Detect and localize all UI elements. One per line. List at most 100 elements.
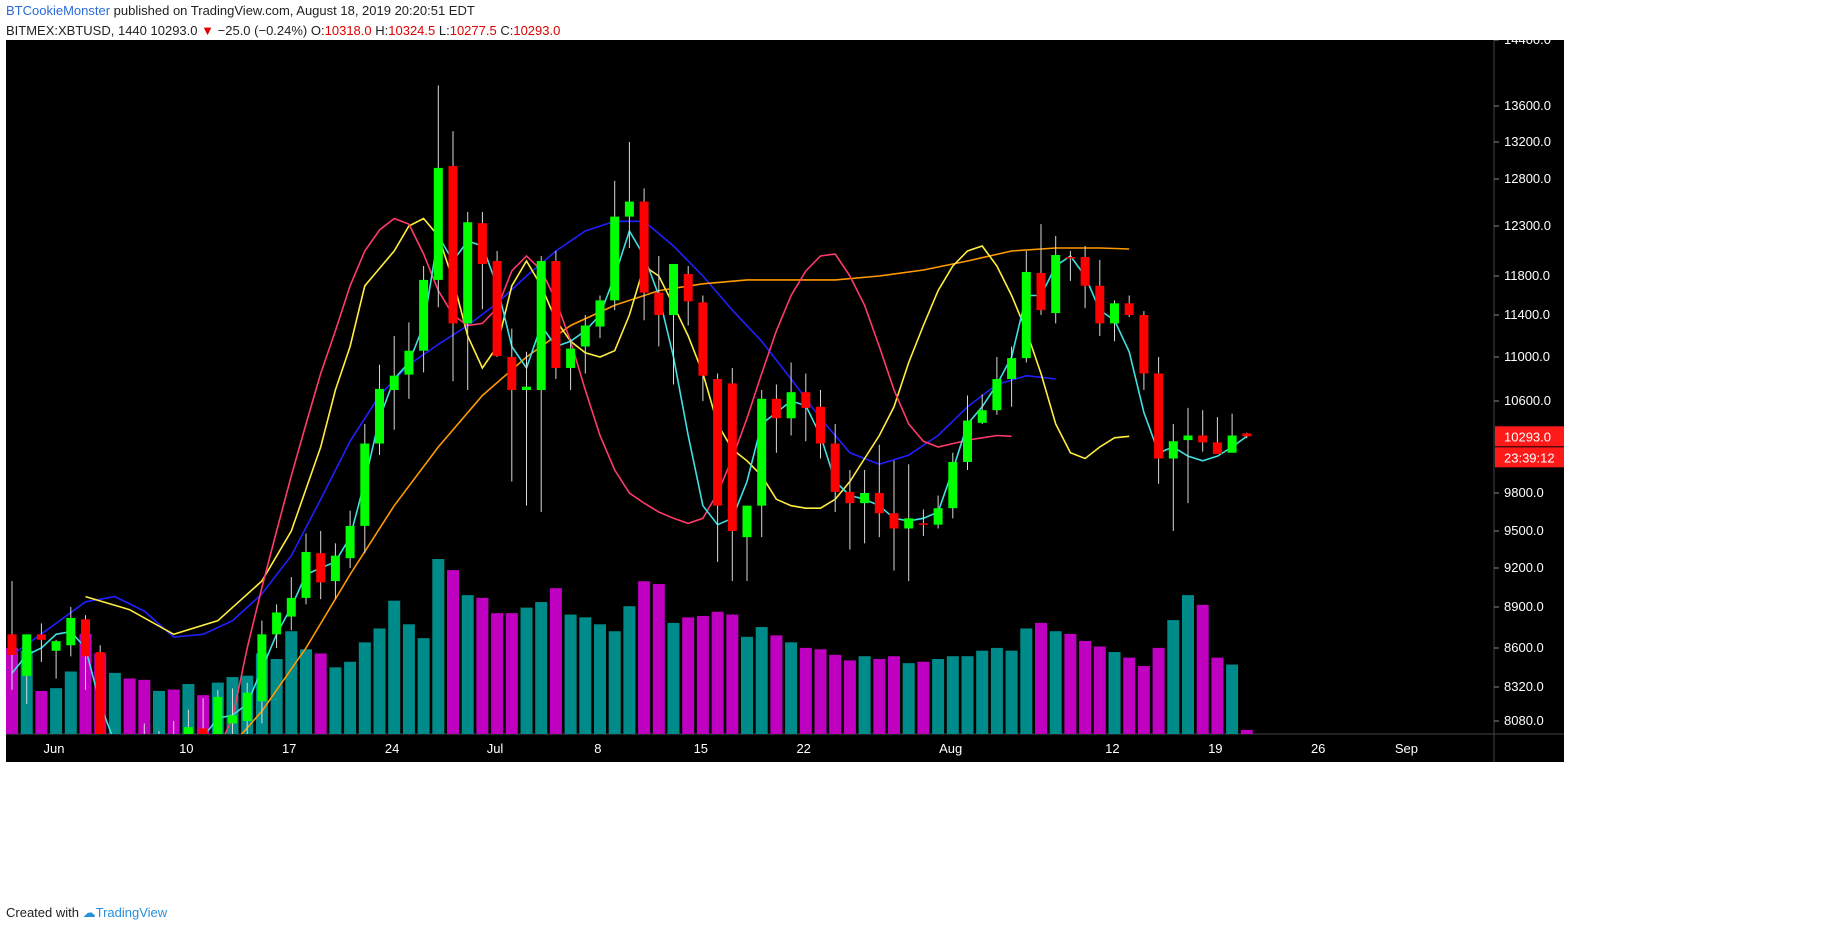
volume-bar bbox=[35, 690, 48, 734]
plot-area bbox=[6, 40, 1494, 734]
candle-body bbox=[742, 505, 752, 538]
time-tick-label: 26 bbox=[1311, 741, 1325, 756]
candle-body bbox=[1110, 303, 1119, 324]
candle-body bbox=[1007, 358, 1017, 379]
time-tick-label: 22 bbox=[796, 741, 810, 756]
price-tick-label: 13600.0 bbox=[1504, 98, 1551, 113]
candle-body bbox=[860, 493, 870, 504]
volume-bar bbox=[549, 588, 562, 734]
volume-bar bbox=[579, 617, 592, 734]
volume-bar bbox=[873, 659, 886, 734]
volume-bar bbox=[638, 581, 651, 734]
candle-body bbox=[816, 406, 825, 444]
volume-bar bbox=[167, 689, 180, 734]
candle-body bbox=[698, 302, 708, 376]
price-tick-label: 8080.0 bbox=[1504, 713, 1544, 728]
candle-body bbox=[992, 379, 1002, 411]
candle-body bbox=[566, 348, 576, 368]
candle-body bbox=[22, 634, 32, 676]
candle-body bbox=[1036, 273, 1046, 311]
volume-bar bbox=[902, 663, 915, 734]
volume-bar bbox=[755, 627, 768, 734]
time-tick-label: 10 bbox=[179, 741, 193, 756]
candle-body bbox=[1154, 373, 1164, 459]
volume-bar bbox=[520, 607, 533, 734]
candle-body bbox=[419, 279, 429, 351]
candle-body bbox=[1242, 433, 1252, 437]
footer: Created with ☁TradingView bbox=[6, 905, 167, 921]
volume-bar bbox=[829, 654, 842, 734]
price-chart[interactable]: 8080.0 8320.0 8600.0 8900.0 9200.0 9500.0 9800… bbox=[0, 40, 1828, 896]
last-price: 10293.0 bbox=[150, 23, 198, 38]
candle-body bbox=[433, 167, 443, 280]
price-tick-label: 9800.0 bbox=[1504, 485, 1544, 500]
close-label: C: bbox=[500, 23, 514, 38]
volume-bar bbox=[314, 653, 327, 734]
candle-body bbox=[66, 617, 76, 646]
price-tick-label: 12800.0 bbox=[1504, 171, 1551, 186]
volume-bar bbox=[946, 656, 959, 734]
volume-bar bbox=[1123, 657, 1136, 734]
candle-body bbox=[257, 634, 267, 702]
volume-bar bbox=[1211, 657, 1224, 734]
candle-body bbox=[448, 166, 458, 324]
price-tick-label: 11000.0 bbox=[1504, 349, 1550, 364]
tradingview-brand-link[interactable]: TradingView bbox=[95, 905, 168, 920]
volume-bar bbox=[1005, 650, 1018, 734]
countdown-badge bbox=[1495, 447, 1564, 468]
author-link[interactable]: BTCookieMonster bbox=[6, 3, 111, 18]
time-tick-label: 24 bbox=[385, 741, 399, 756]
candle-body bbox=[610, 216, 620, 301]
moving-average-line bbox=[85, 217, 1130, 636]
volume-bar bbox=[535, 602, 548, 734]
candle-body bbox=[1124, 303, 1134, 315]
candle-body bbox=[918, 523, 928, 525]
volume-bar bbox=[1079, 640, 1092, 734]
volume-bar bbox=[417, 638, 430, 734]
volume-bar bbox=[388, 600, 401, 734]
candle-body bbox=[713, 379, 723, 506]
volume-bar bbox=[491, 613, 504, 734]
price-tick-label: 11800.0 bbox=[1504, 268, 1550, 283]
candle-body bbox=[330, 555, 340, 581]
moving-average-line bbox=[224, 217, 1012, 734]
candle-body bbox=[522, 386, 531, 390]
volume-bar bbox=[373, 628, 386, 734]
volume-bar bbox=[50, 688, 63, 734]
price-tick-label: 10600.0 bbox=[1504, 393, 1551, 408]
down-triangle-icon: ▼ bbox=[201, 23, 215, 38]
candle-body bbox=[1065, 257, 1075, 259]
volume-bar bbox=[711, 611, 724, 734]
volume-bar bbox=[1020, 628, 1033, 734]
volume-bar bbox=[682, 617, 695, 734]
volume-bar bbox=[1035, 622, 1047, 734]
candle-body bbox=[286, 597, 296, 617]
candle-body bbox=[95, 652, 105, 734]
time-tick-label: 19 bbox=[1208, 741, 1222, 756]
candle-body bbox=[1080, 257, 1090, 286]
volume-bar bbox=[329, 667, 342, 734]
symbol-label: BITMEX:XBTUSD, 1440 bbox=[6, 23, 147, 38]
candle-body bbox=[242, 692, 252, 721]
volume-bar bbox=[770, 635, 783, 734]
candle-body bbox=[889, 513, 899, 529]
volume-bar bbox=[741, 636, 753, 734]
price-tick-label: 9500.0 bbox=[1504, 523, 1544, 538]
price-tick-label: 8900.0 bbox=[1504, 599, 1544, 614]
candle-body bbox=[757, 398, 767, 506]
time-axis bbox=[6, 734, 1564, 762]
volume-bar bbox=[270, 659, 283, 734]
candle-body bbox=[845, 491, 855, 504]
volume-bar bbox=[108, 672, 121, 734]
candle-body bbox=[1168, 441, 1178, 459]
candle-body bbox=[874, 493, 884, 514]
volume-bar bbox=[1049, 631, 1062, 734]
candle-body bbox=[389, 375, 399, 390]
volume-bar bbox=[123, 678, 136, 734]
candle-body bbox=[551, 261, 561, 368]
volume-bar bbox=[623, 606, 636, 734]
candle-body bbox=[786, 392, 796, 419]
price-tick-label: 13200.0 bbox=[1504, 134, 1551, 149]
plot-layer bbox=[6, 85, 1253, 734]
price-tick-label: 8600.0 bbox=[1504, 640, 1544, 655]
